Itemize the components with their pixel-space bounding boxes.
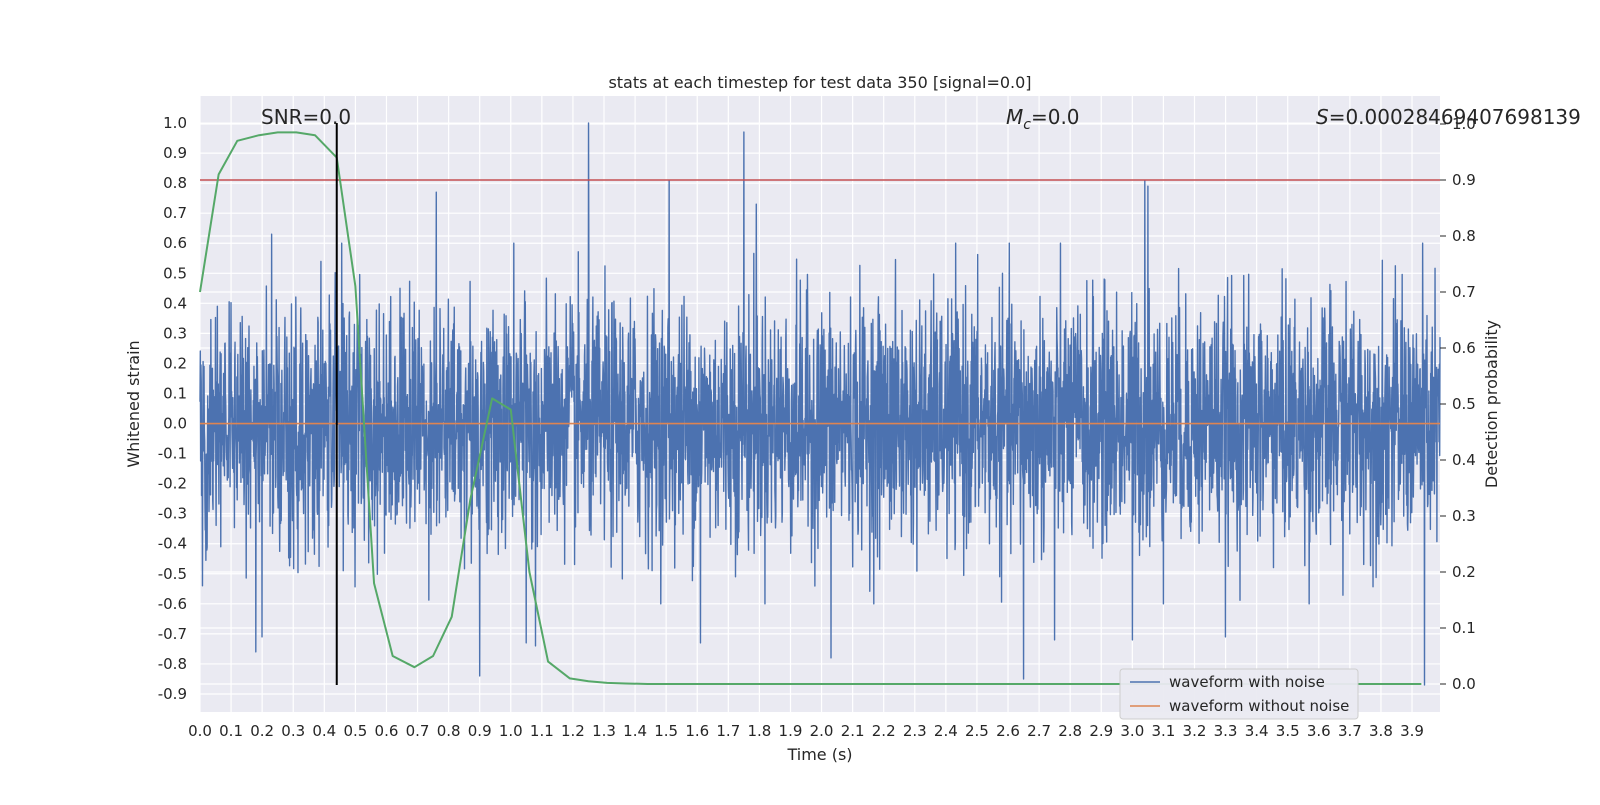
x-tick-label: 1.2 [561, 722, 585, 740]
y2-tick-label: 0.5 [1452, 395, 1476, 413]
x-tick-label: 2.4 [934, 722, 958, 740]
y-tick-label: 0.9 [163, 144, 187, 162]
x-tick-label: 0.2 [250, 722, 274, 740]
x-tick-label: 3.7 [1338, 722, 1362, 740]
x-tick-label: 0.7 [406, 722, 430, 740]
x-tick-label: 2.3 [903, 722, 927, 740]
y-tick-label: -0.9 [158, 685, 187, 703]
y2-tick-label: 0.2 [1452, 563, 1476, 581]
series-layer [199, 122, 1441, 686]
y-tick-label: -0.2 [158, 475, 187, 493]
y2-tick-label: 0.4 [1452, 451, 1476, 469]
y-tick-label: -0.1 [158, 445, 187, 463]
y-tick-label: -0.8 [158, 655, 187, 673]
y2-tick-label: 0.7 [1452, 283, 1476, 301]
x-tick-label: 1.0 [499, 722, 523, 740]
y-tick-label: 1.0 [163, 114, 187, 132]
legend: waveform with noise waveform without noi… [1119, 668, 1359, 720]
x-tick-label: 1.3 [592, 722, 616, 740]
y2-tick-label: 0.9 [1452, 171, 1476, 189]
x-tick-label: 1.9 [779, 722, 803, 740]
x-tick-label: 2.6 [996, 722, 1020, 740]
chart-title: stats at each timestep for test data 350… [608, 73, 1031, 92]
x-tick-label: 3.6 [1307, 722, 1331, 740]
x-tick-label: 3.1 [1151, 722, 1175, 740]
y-tick-label: 0.7 [163, 204, 187, 222]
x-tick-label: 0.6 [375, 722, 399, 740]
y2-axis-label: Detection probability [1482, 320, 1501, 488]
x-tick-label: 3.8 [1369, 722, 1393, 740]
x-tick-label: 0.3 [281, 722, 305, 740]
x-tick-label: 0.8 [437, 722, 461, 740]
x-tick-label: 2.8 [1058, 722, 1082, 740]
y2-tick-label: 0.3 [1452, 507, 1476, 525]
x-tick-label: 2.5 [965, 722, 989, 740]
y-tick-label: 0.6 [163, 234, 187, 252]
x-tick-label: 2.2 [872, 722, 896, 740]
x-tick-label: 2.1 [841, 722, 865, 740]
y-tick-label: 0.5 [163, 264, 187, 282]
snr-annotation: SNR=0.0 [261, 105, 351, 129]
x-tick-label: 3.9 [1400, 722, 1424, 740]
mc-annotation: Mc=0.0 [1006, 105, 1080, 133]
y-tick-label: -0.5 [158, 565, 187, 583]
y-tick-label: 0.3 [163, 324, 187, 342]
y-axis-label: Whitened strain [124, 340, 143, 467]
x-tick-label: 0.1 [219, 722, 243, 740]
x-tick-label: 3.0 [1120, 722, 1144, 740]
y-tick-label: -0.4 [158, 535, 187, 553]
y2-tick-label: 0.8 [1452, 227, 1476, 245]
y-tick-label: 0.4 [163, 294, 187, 312]
legend-label-waveform-without-noise: waveform without noise [1169, 697, 1349, 715]
x-tick-label: 1.8 [747, 722, 771, 740]
x-tick-label: 2.0 [810, 722, 834, 740]
legend-box [1119, 668, 1359, 720]
y-tick-label: 0.8 [163, 174, 187, 192]
y2-tick-label: 1.0 [1452, 115, 1476, 133]
x-tick-label: 1.1 [530, 722, 554, 740]
x-tick-label: 0.5 [343, 722, 367, 740]
x-axis-label: Time (s) [786, 745, 852, 764]
s-annotation: S=0.00028469407698139 [1316, 105, 1581, 129]
y-tick-label: 0.2 [163, 354, 187, 372]
y-tick-label: 0.1 [163, 384, 187, 402]
x-ticks: 0.0 0.1 0.2 0.3 0.4 0.5 0.6 0.7 0.8 0.9 1.0 1.1 1.2 1… [188, 722, 1424, 740]
y-tick-label: -0.7 [158, 625, 187, 643]
x-tick-label: 0.4 [312, 722, 336, 740]
x-tick-label: 3.5 [1276, 722, 1300, 740]
y-ticks: 1.0 0.9 0.8 0.7 0.6 0.5 0.4 0.3 0.2 0.1 0.0 -0.1 -0.… [158, 114, 187, 703]
y2-tick-label: 0.1 [1452, 619, 1476, 637]
x-tick-label: 3.2 [1183, 722, 1207, 740]
x-tick-label: 2.7 [1027, 722, 1051, 740]
x-tick-label: 1.7 [716, 722, 740, 740]
x-tick-label: 3.4 [1245, 722, 1269, 740]
x-tick-label: 1.6 [685, 722, 709, 740]
series-detection-probability [199, 131, 1422, 685]
y2-tick-label: 0.0 [1452, 675, 1476, 693]
y-tick-label: -0.6 [158, 595, 187, 613]
x-tick-label: 1.5 [654, 722, 678, 740]
x-tick-label: 0.9 [468, 722, 492, 740]
y-tick-label: 0.0 [163, 415, 187, 433]
y2-tick-label: 0.6 [1452, 339, 1476, 357]
legend-label-waveform-with-noise: waveform with noise [1169, 673, 1325, 691]
x-tick-label: 0.0 [188, 722, 212, 740]
x-tick-label: 3.3 [1214, 722, 1238, 740]
x-tick-label: 2.9 [1089, 722, 1113, 740]
x-tick-label: 1.4 [623, 722, 647, 740]
y2-ticks: 1.0 0.9 0.8 0.7 0.6 0.5 0.4 0.3 0.2 0.1 0.0 [1440, 115, 1476, 693]
y-tick-label: -0.3 [158, 505, 187, 523]
